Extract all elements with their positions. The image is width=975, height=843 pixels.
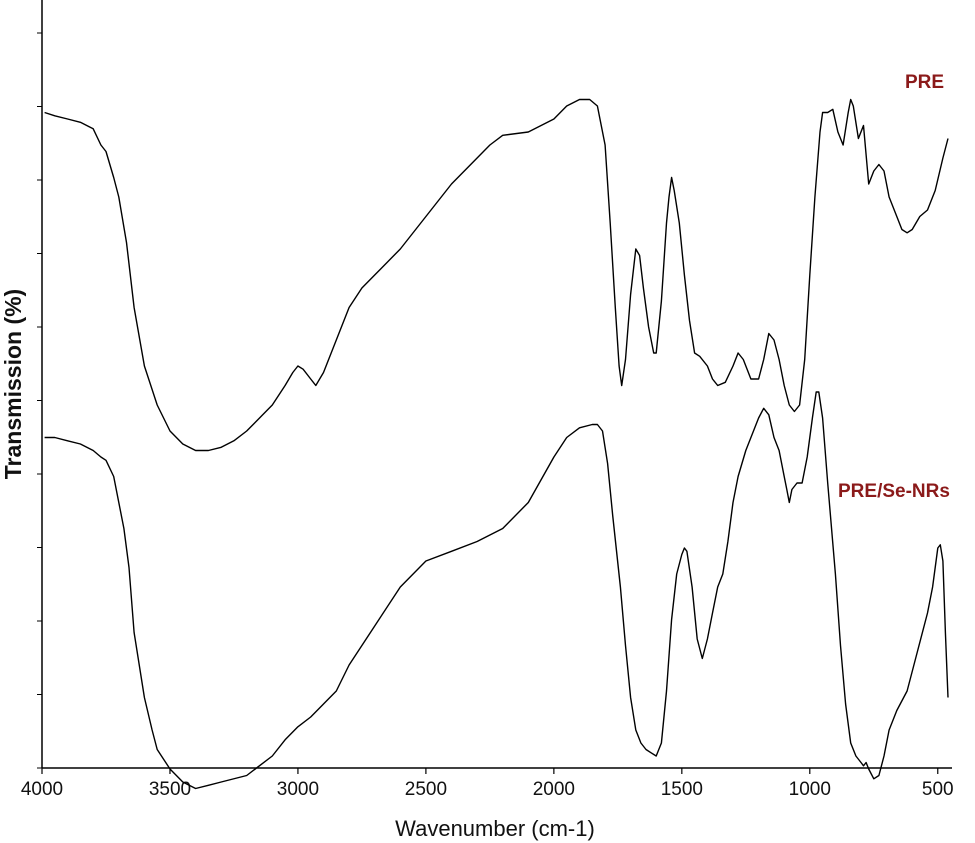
x-tick-label: 2500: [405, 779, 447, 800]
axes: 4000 3500 3000 2500 2000 1500 1000 500: [21, 0, 954, 800]
series-line-1: [44, 98, 949, 452]
x-tick-label: 2000: [533, 779, 575, 800]
x-tick-label: 1500: [661, 779, 703, 800]
x-axis-title: Wavenumber (cm-1): [395, 816, 595, 841]
y-axis-title: Transmission (%): [0, 289, 26, 479]
x-tick-label: 3500: [149, 779, 191, 800]
series-line-2: [44, 391, 949, 790]
x-tick-label: 500: [922, 779, 954, 800]
series-label-2: PRE/Se-NRs: [838, 481, 950, 502]
series-layer: PRE PRE/Se-NRs: [44, 72, 950, 790]
x-tick-label: 1000: [789, 779, 831, 800]
series-label-1: PRE: [905, 72, 944, 93]
x-tick-label: 3000: [277, 779, 319, 800]
x-tick-label: 4000: [21, 779, 63, 800]
